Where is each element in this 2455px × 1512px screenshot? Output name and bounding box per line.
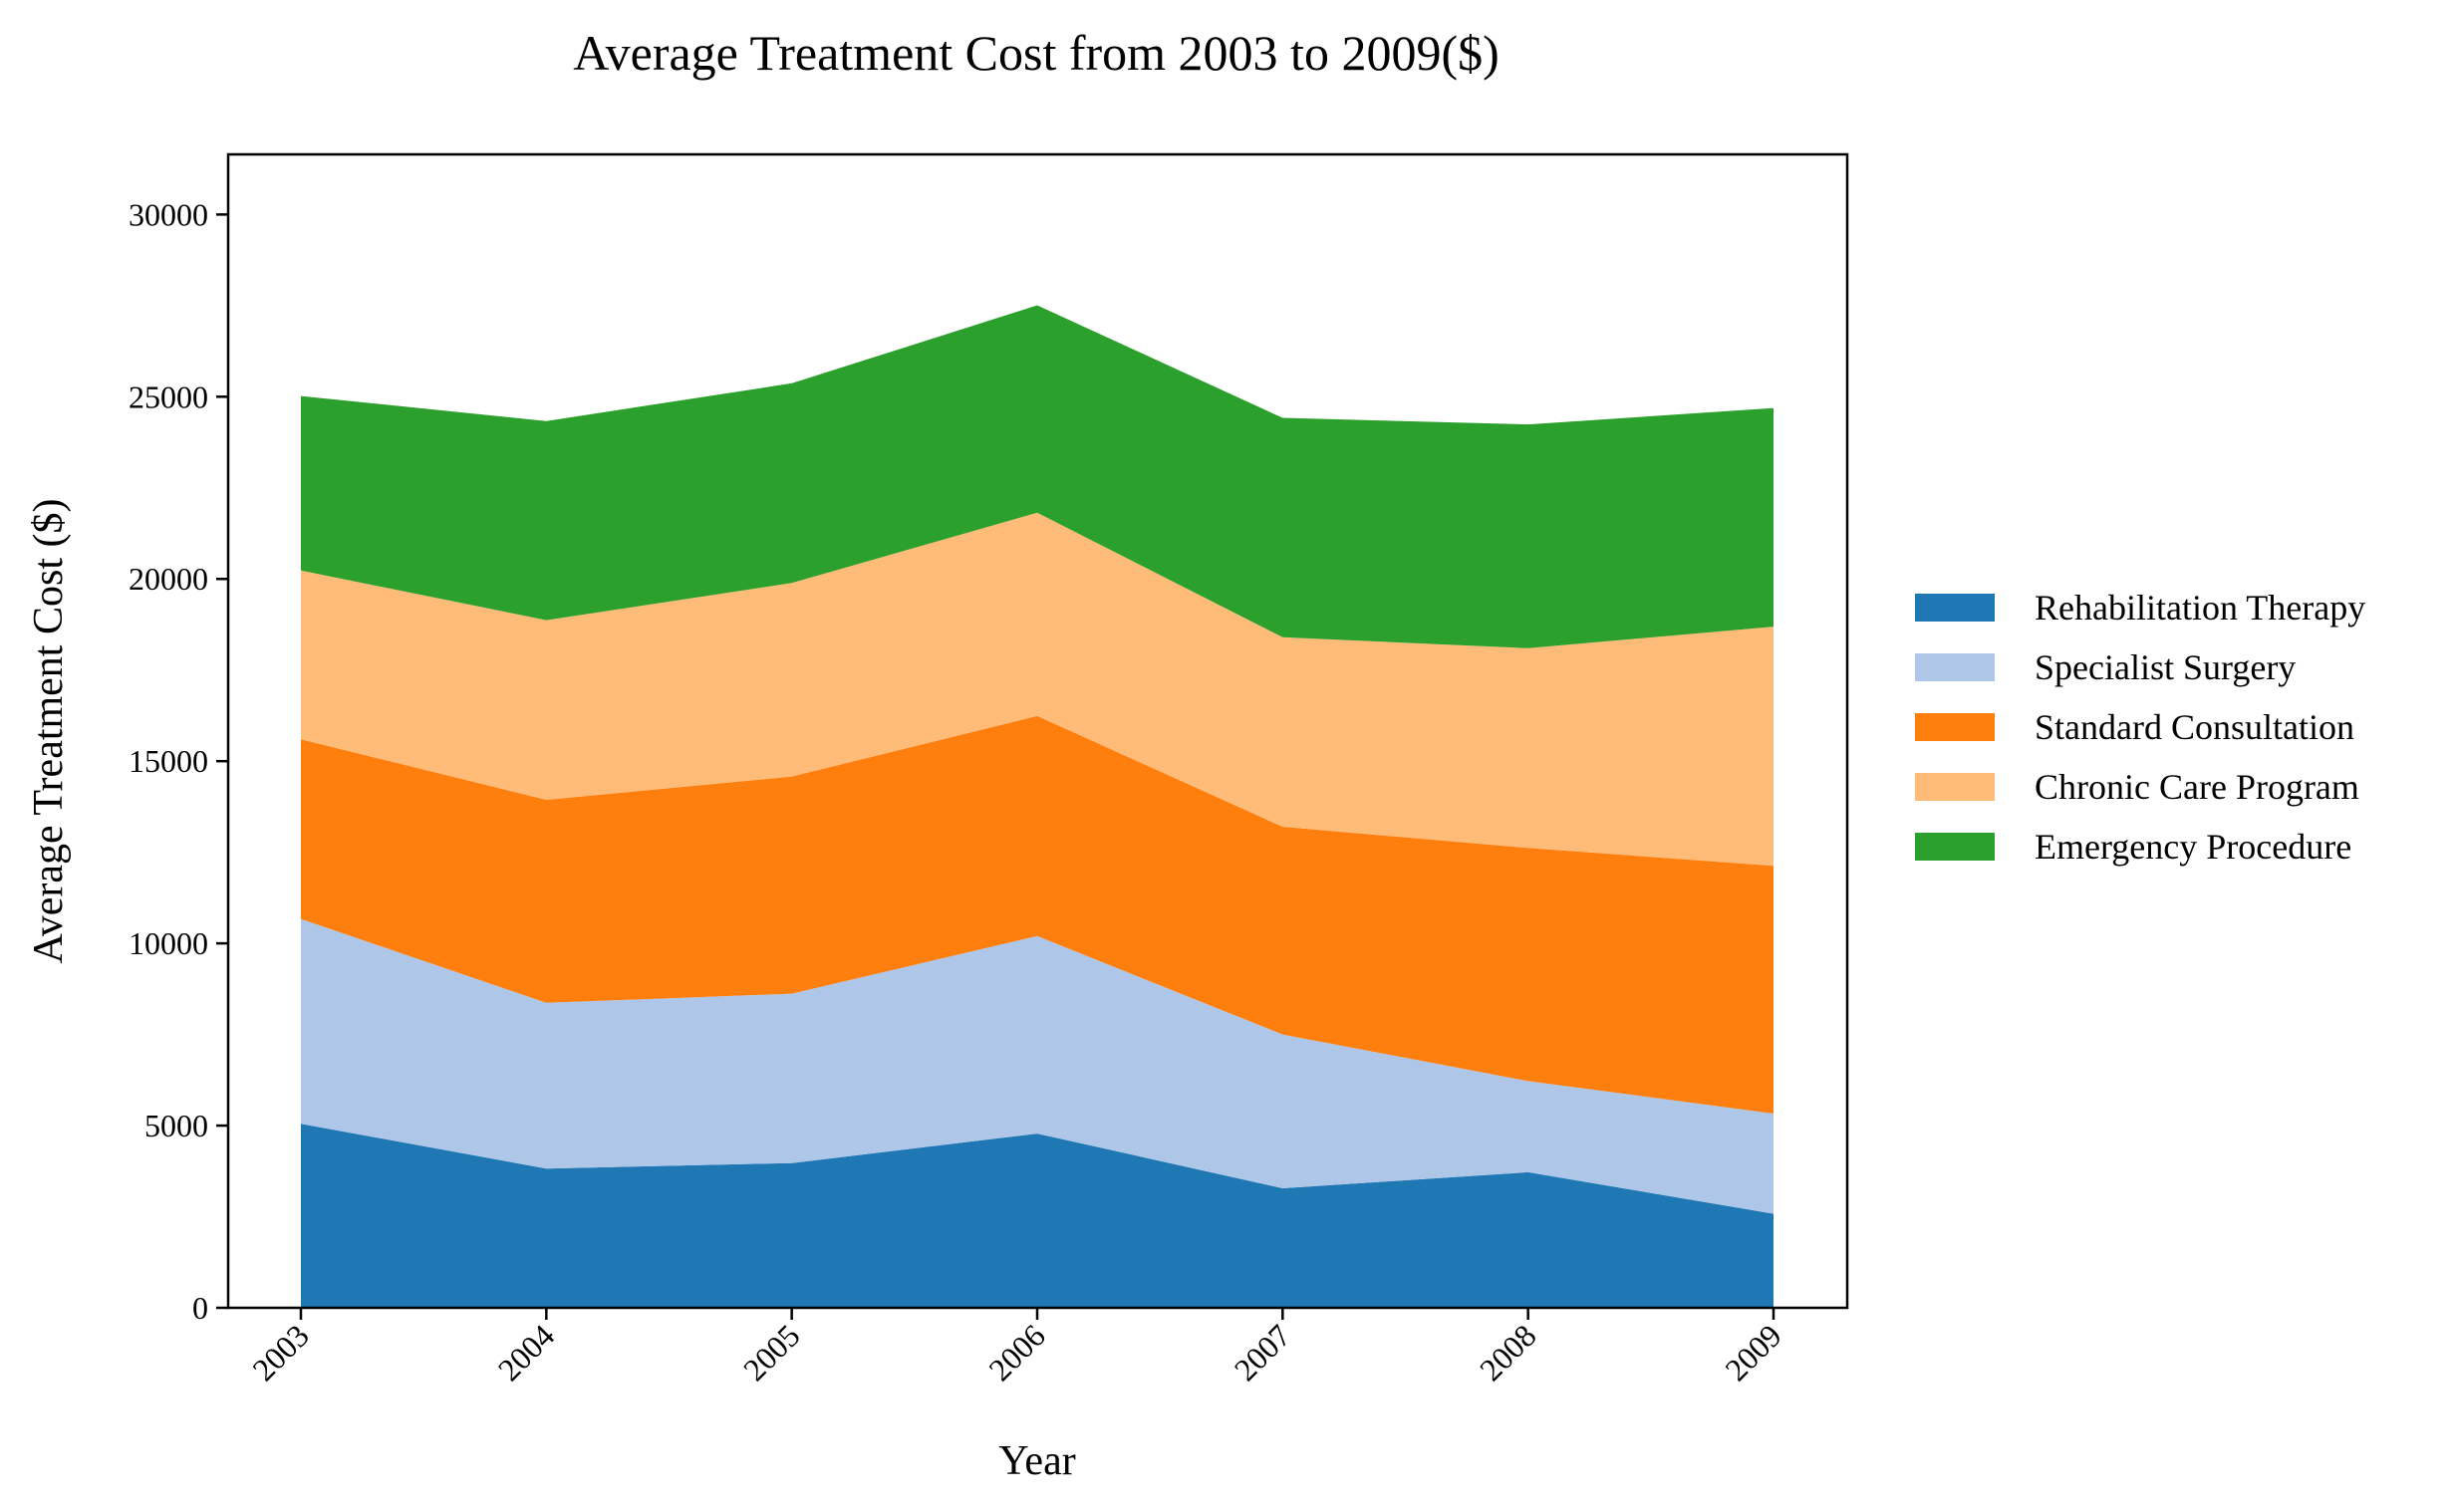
y-tick-label: 15000 bbox=[129, 743, 208, 779]
legend-label: Specialist Surgery bbox=[2035, 647, 2296, 687]
x-axis-label: Year bbox=[998, 1438, 1075, 1484]
legend-swatch bbox=[1915, 653, 1995, 681]
y-tick-label: 10000 bbox=[129, 925, 208, 961]
area-series-2 bbox=[301, 918, 1773, 1214]
legend-swatch bbox=[1915, 773, 1995, 801]
x-tick-label: 2009 bbox=[1718, 1317, 1788, 1387]
area-series-4 bbox=[301, 512, 1773, 867]
area-series-3 bbox=[301, 715, 1773, 1114]
legend: Rehabilitation Therapy Specialist Surgery… bbox=[1915, 588, 2365, 867]
legend-label: Chronic Care Program bbox=[2035, 767, 2359, 807]
area-series-1 bbox=[301, 1124, 1773, 1308]
x-tick-label: 2008 bbox=[1473, 1317, 1543, 1387]
legend-swatch bbox=[1915, 833, 1995, 861]
x-axis: 2003 2004 2005 2006 2007 2008 2009 bbox=[245, 1308, 1788, 1387]
area-series-5 bbox=[301, 305, 1773, 648]
legend-label: Emergency Procedure bbox=[2035, 827, 2351, 867]
y-tick-label: 0 bbox=[192, 1290, 208, 1326]
y-axis-label: Average Treatment Cost ($) bbox=[26, 499, 72, 964]
y-tick-label: 25000 bbox=[129, 378, 208, 414]
legend-label: Rehabilitation Therapy bbox=[2035, 588, 2365, 628]
x-tick-label: 2006 bbox=[981, 1317, 1052, 1387]
y-axis: 0 5000 10000 15000 20000 25000 30000 bbox=[129, 196, 228, 1326]
legend-label: Standard Consultation bbox=[2035, 707, 2354, 747]
x-tick-label: 2005 bbox=[736, 1317, 807, 1387]
chart-title: Average Treatment Cost from 2003 to 2009… bbox=[573, 25, 1500, 81]
y-tick-label: 30000 bbox=[129, 196, 208, 232]
x-tick-label: 2003 bbox=[245, 1317, 316, 1387]
x-tick-label: 2004 bbox=[491, 1317, 562, 1387]
x-tick-label: 2007 bbox=[1228, 1317, 1298, 1387]
legend-swatch bbox=[1915, 594, 1995, 622]
area-layers bbox=[301, 305, 1773, 1308]
y-tick-label: 20000 bbox=[129, 561, 208, 597]
y-tick-label: 5000 bbox=[144, 1108, 208, 1143]
legend-swatch bbox=[1915, 713, 1995, 741]
